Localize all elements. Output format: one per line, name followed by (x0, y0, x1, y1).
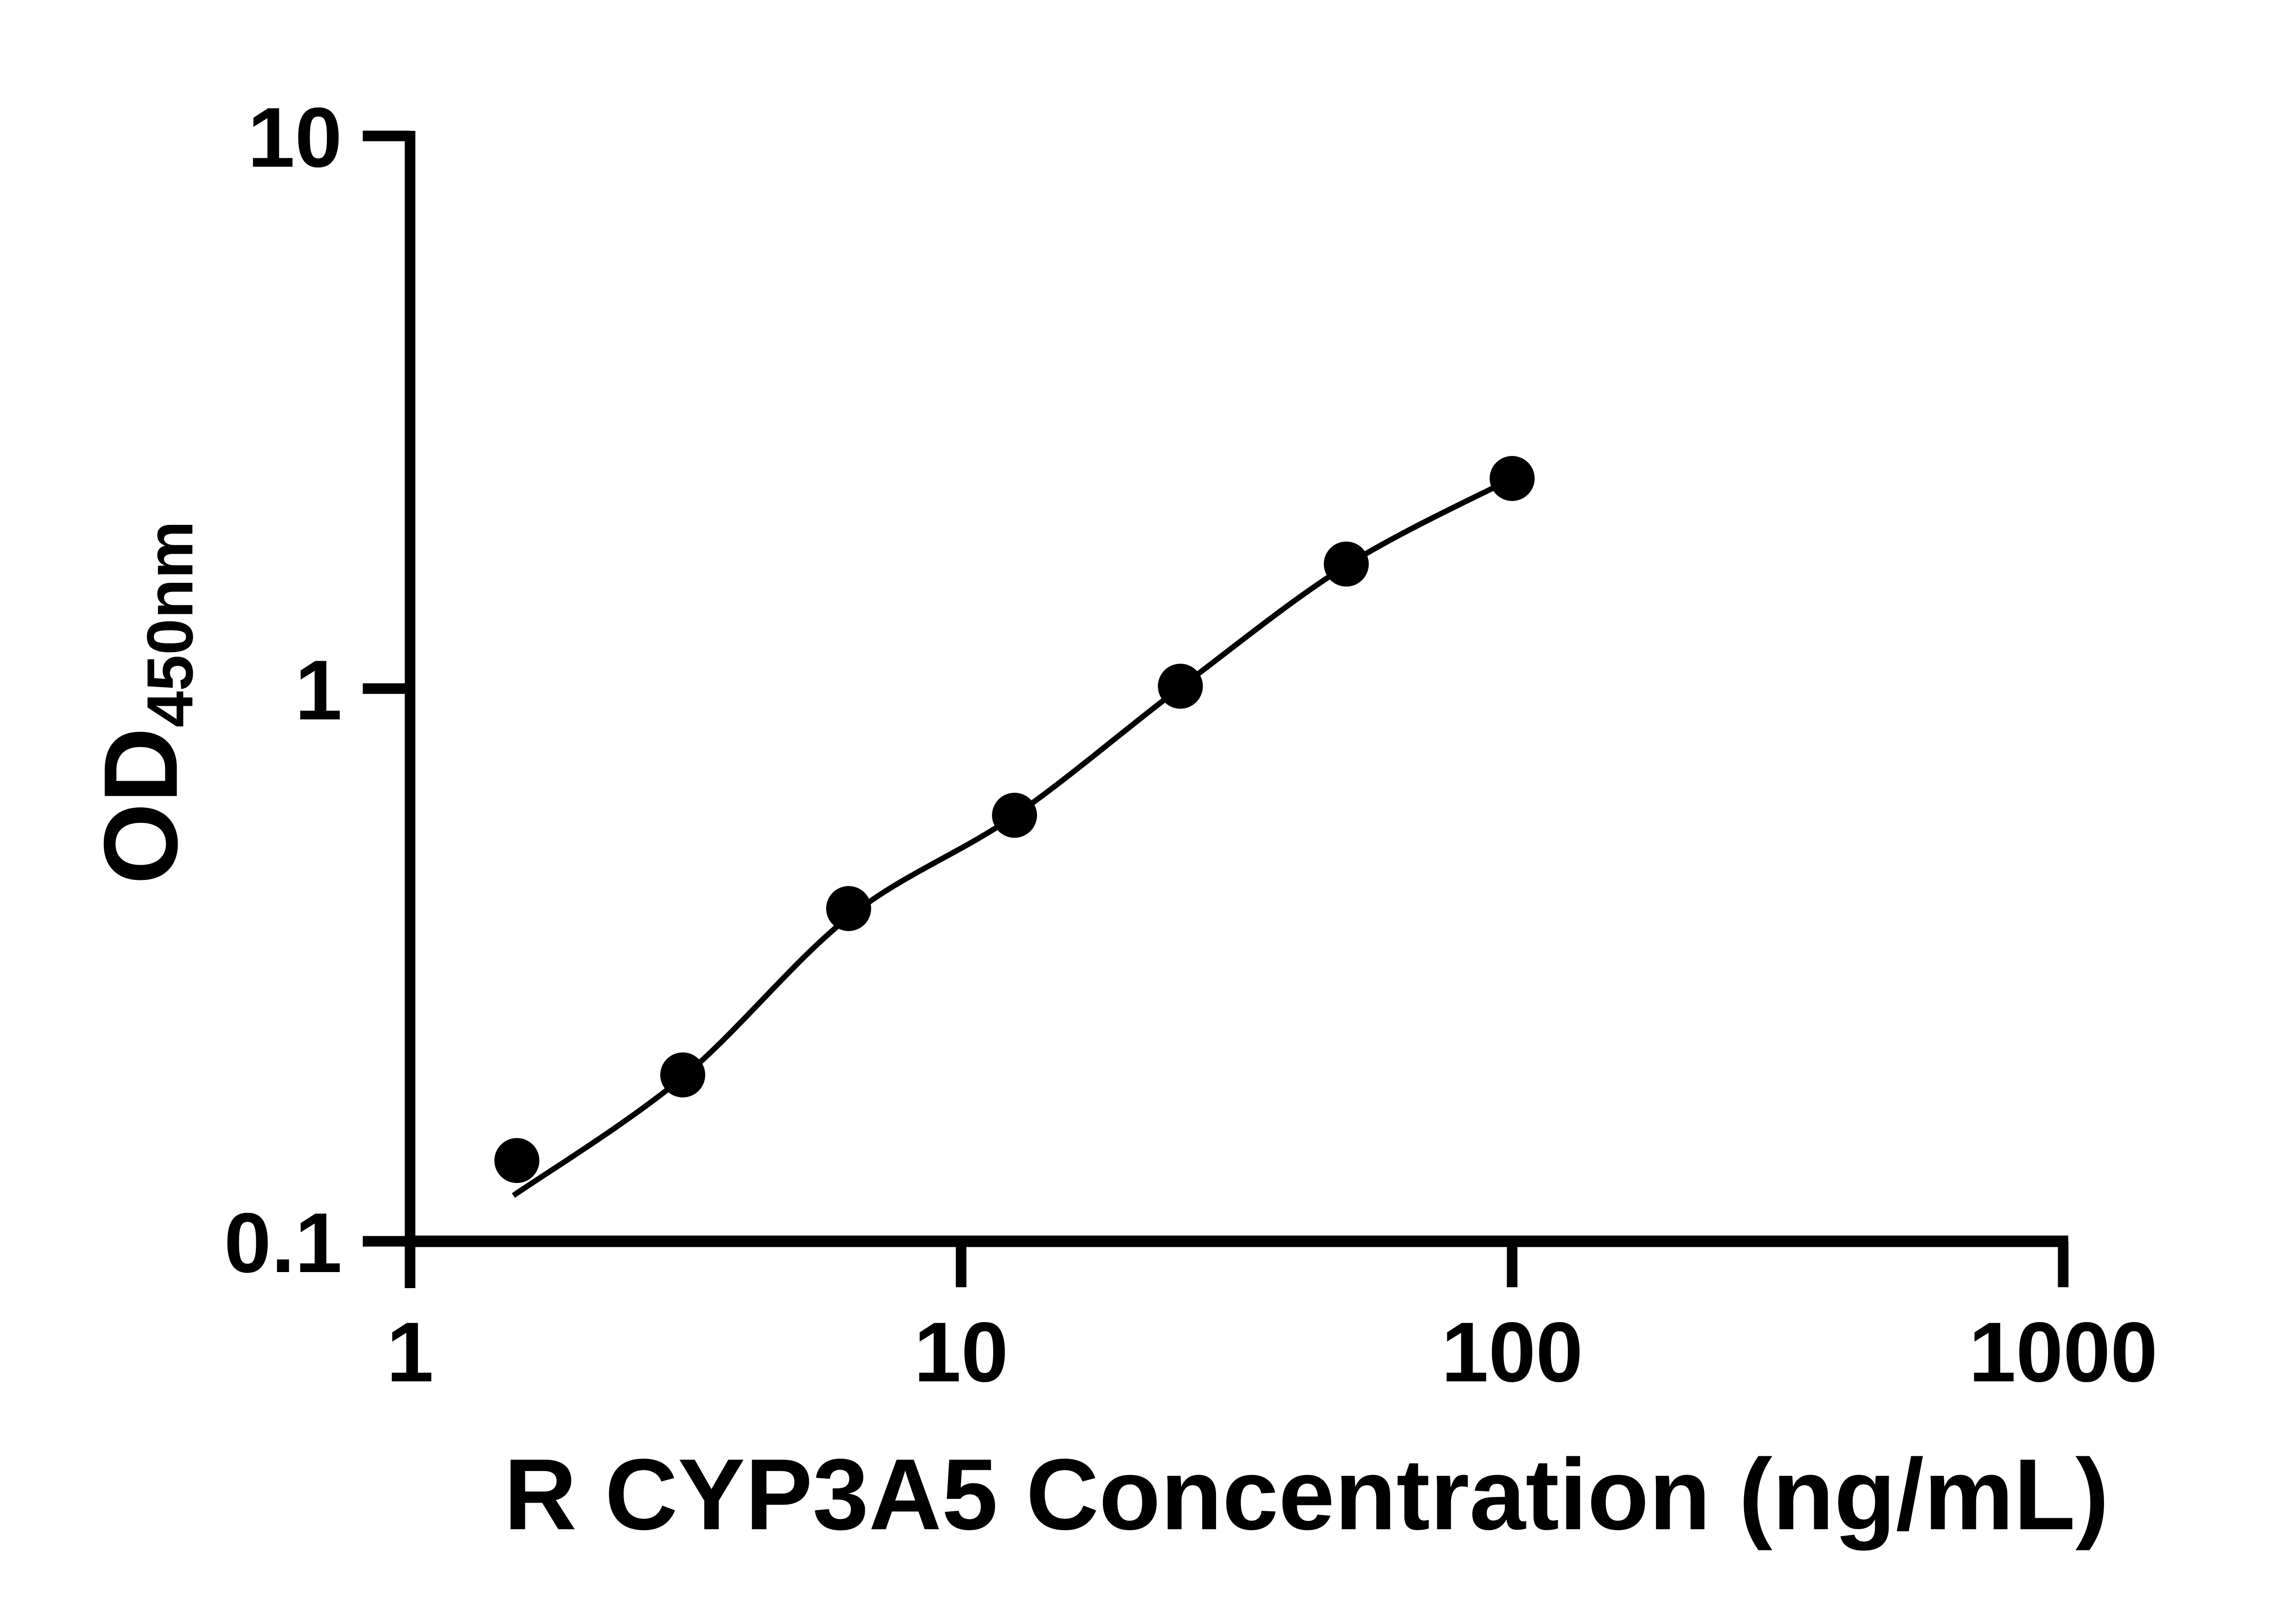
x-axis-title: R CYP3A5 Concentration (ng/mL) (504, 1438, 2109, 1551)
y-axis-title-main: OD (83, 727, 199, 884)
data-point (992, 793, 1037, 838)
data-point (494, 1138, 540, 1183)
ticks-group (363, 130, 2069, 1287)
data-points-group (494, 456, 1535, 1183)
x-tick-label: 1 (387, 1305, 434, 1400)
y-axis-title: OD450nm (83, 521, 207, 884)
y-axis-title-subscript: 450nm (134, 521, 207, 727)
data-point (1490, 456, 1535, 501)
y-tick-label: 0.1 (224, 1196, 342, 1290)
data-point (1158, 664, 1203, 709)
x-tick-label: 100 (1441, 1305, 1583, 1400)
axes-group (405, 131, 2068, 1288)
tick-labels-group: 1 10 100 1000 10 1 0.1 (224, 90, 2158, 1400)
x-tick-label: 1000 (1969, 1305, 2158, 1400)
data-point (1323, 541, 1369, 587)
data-point (826, 886, 872, 931)
y-tick-label: 10 (248, 90, 342, 185)
data-point (660, 1052, 705, 1098)
y-tick-label: 1 (295, 643, 342, 738)
x-tick-label: 10 (914, 1305, 1008, 1400)
